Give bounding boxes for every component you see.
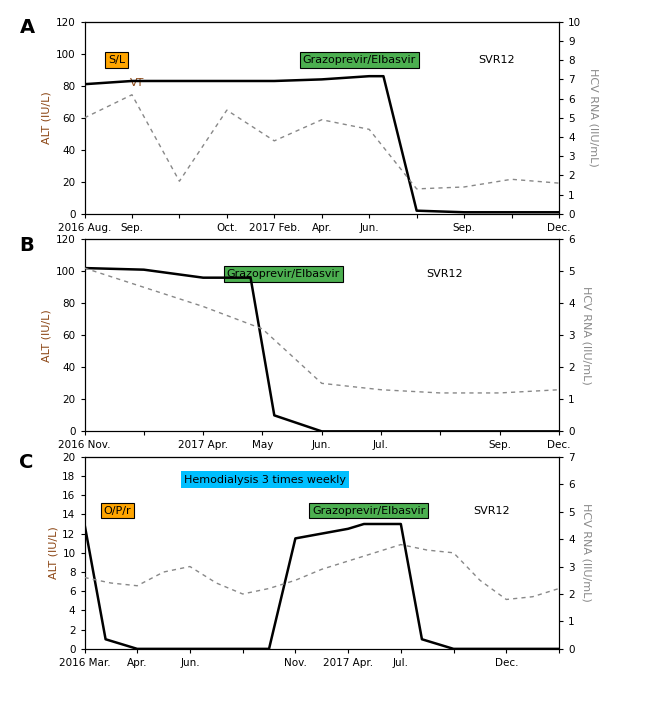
Text: A: A	[20, 18, 34, 37]
Text: SVR12: SVR12	[474, 505, 510, 515]
Y-axis label: ALT (IU/L): ALT (IU/L)	[48, 526, 58, 579]
Y-axis label: HCV RNA (IIU/mL): HCV RNA (IIU/mL)	[582, 503, 592, 602]
Y-axis label: ALT (IU/L): ALT (IU/L)	[42, 91, 51, 144]
Text: C: C	[20, 453, 34, 472]
Y-axis label: HCV RNA (IIU/mL): HCV RNA (IIU/mL)	[588, 68, 598, 167]
Text: Hemodialysis 3 times weekly: Hemodialysis 3 times weekly	[184, 475, 346, 485]
Text: Grazoprevir/Elbasvir: Grazoprevir/Elbasvir	[303, 55, 416, 65]
Text: Grazoprevir/Elbasvir: Grazoprevir/Elbasvir	[312, 505, 426, 515]
Text: S/L: S/L	[108, 55, 125, 65]
Text: O/P/r: O/P/r	[103, 505, 131, 515]
Text: SVR12: SVR12	[426, 269, 463, 279]
Text: Grazoprevir/Elbasvir: Grazoprevir/Elbasvir	[227, 269, 340, 279]
Y-axis label: ALT (IU/L): ALT (IU/L)	[42, 309, 51, 362]
Text: B: B	[20, 236, 34, 254]
Text: SVR12: SVR12	[478, 55, 515, 65]
Y-axis label: HCV RNA (IIU/mL): HCV RNA (IIU/mL)	[582, 286, 592, 385]
Text: VT: VT	[129, 78, 144, 88]
